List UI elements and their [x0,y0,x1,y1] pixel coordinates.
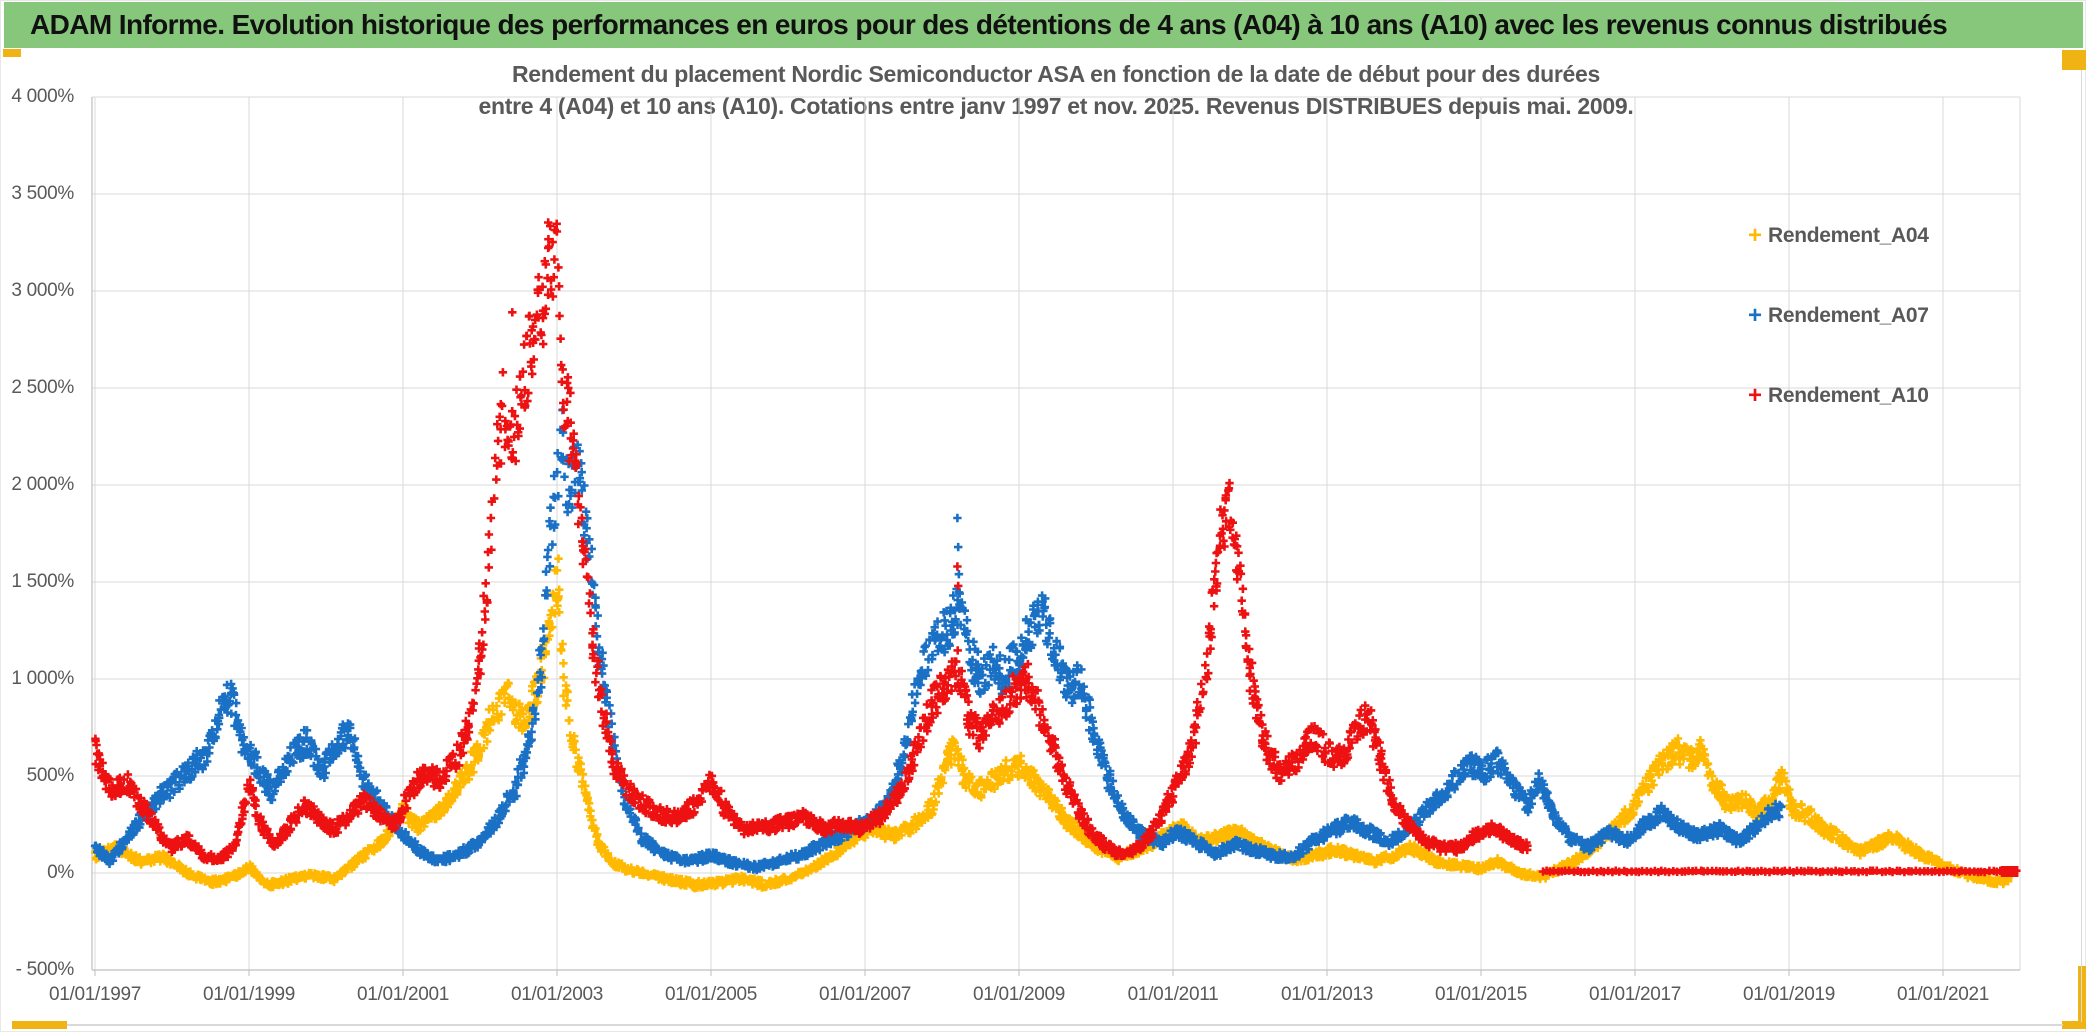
legend-item-rendement-a10[interactable]: + Rendement_A10 [1742,356,1929,436]
legend-item-rendement-a07[interactable]: + Rendement_A07 [1742,276,1929,356]
y-tick-label: 4 000% [11,86,74,107]
chart-legend: + Rendement_A04 + Rendement_A07 + Rendem… [1742,196,1929,436]
y-tick-label: 2 000% [11,474,74,495]
x-tick-label: 01/01/2005 [664,984,758,1005]
x-tick-label: 01/01/1997 [48,984,142,1005]
page-title-banner: ADAM Informe. Evolution historique des p… [4,2,2083,48]
y-tick-label: 500% [26,765,75,786]
x-tick-label: 01/01/2003 [510,984,604,1005]
legend-item-rendement-a04[interactable]: + Rendement_A04 [1742,196,1929,276]
y-tick-label: 3 000% [11,280,74,301]
y-tick-label: 1 500% [11,571,74,592]
x-tick-label: 01/01/2017 [1588,984,1682,1005]
x-tick-label: 01/01/1999 [202,984,296,1005]
series-rendement_a04 [91,554,2013,893]
x-tick-label: 01/01/2021 [1896,984,1990,1005]
x-tick-label: 01/01/2013 [1280,984,1374,1005]
gold-accent-top-right [2062,50,2086,70]
x-tick-label: 01/01/2007 [818,984,912,1005]
gold-accent-bottom-right [2062,1021,2086,1029]
y-tick-label: 2 500% [11,377,74,398]
x-tick-label: 01/01/2015 [1434,984,1528,1005]
page-title: ADAM Informe. Evolution historique des p… [30,9,1948,40]
plus-marker-icon: + [1747,382,1762,409]
chart-right-border [2081,70,2082,1022]
series-rendement_a10 [91,218,2021,877]
legend-label: Rendement_A07 [1768,304,1929,327]
legend-label: Rendement_A04 [1768,224,1929,247]
y-tick-label: - 500% [15,959,75,980]
gold-accent-right-stripe [2078,966,2086,1026]
gold-accent-bottom-left [12,1021,67,1029]
chart-bottom-border [67,1024,2063,1026]
chart-title-line1: Rendement du placement Nordic Semiconduc… [511,61,1600,87]
plus-marker-icon: + [1747,302,1762,329]
legend-label: Rendement_A10 [1768,384,1929,407]
x-tick-label: 01/01/2019 [1742,984,1836,1005]
plus-marker-icon: + [1747,222,1762,249]
gold-accent-top-left [3,49,21,57]
y-tick-label: 0% [47,862,74,883]
x-tick-label: 01/01/2011 [1127,984,1219,1005]
x-tick-label: 01/01/2001 [356,984,450,1005]
x-tick-label: 01/01/2009 [972,984,1066,1005]
y-tick-label: 3 500% [11,183,74,204]
y-tick-label: 1 000% [11,668,74,689]
